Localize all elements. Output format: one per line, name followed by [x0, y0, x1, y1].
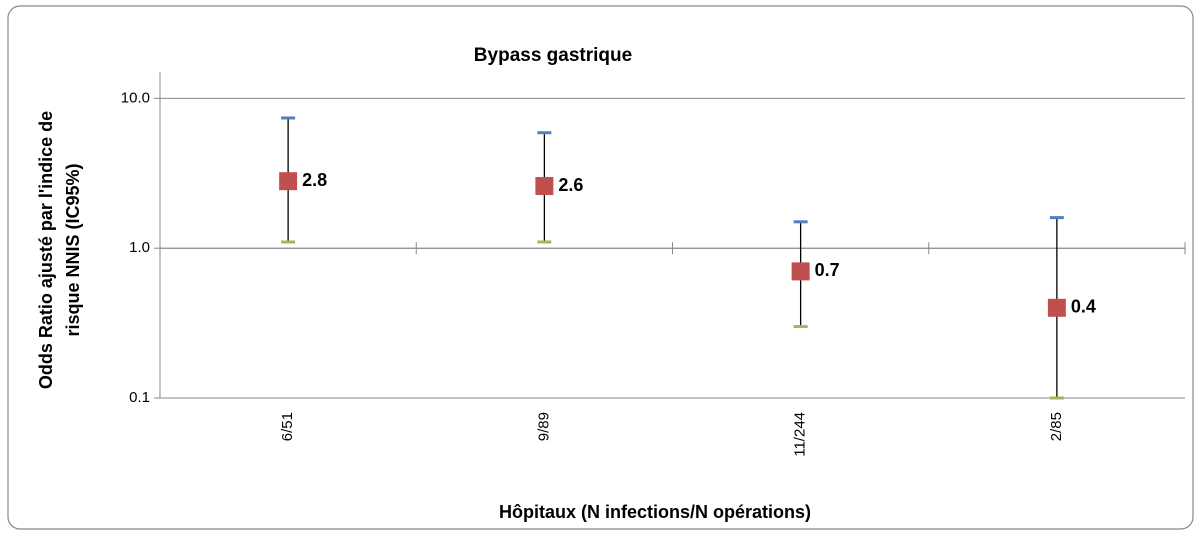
x-tick-label: 6/51	[279, 412, 296, 441]
point-marker	[791, 262, 810, 281]
y-axis-label: risque NNIS (IC95%)	[63, 163, 83, 336]
chart-title: Bypass gastrique	[474, 45, 632, 66]
x-axis-label: Hôpitaux (N infections/N opérations)	[499, 502, 811, 522]
data-label: 0.7	[815, 260, 840, 280]
point-marker	[535, 177, 554, 196]
x-tick-label: 11/244	[792, 412, 809, 457]
point-marker	[279, 172, 298, 191]
y-tick-label: 1.0	[129, 239, 150, 256]
y-axis-label: Odds Ratio ajusté par l'indice de	[36, 111, 56, 389]
data-label: 2.6	[558, 175, 583, 195]
y-tick-label: 0.1	[129, 389, 150, 406]
data-label: 2.8	[302, 170, 327, 190]
x-tick-label: 9/89	[535, 412, 552, 441]
data-label: 0.4	[1071, 297, 1096, 317]
chart-frame	[7, 5, 1194, 530]
y-tick-label: 10.0	[121, 89, 150, 106]
point-marker	[1047, 298, 1066, 317]
x-tick-label: 2/85	[1048, 412, 1065, 441]
